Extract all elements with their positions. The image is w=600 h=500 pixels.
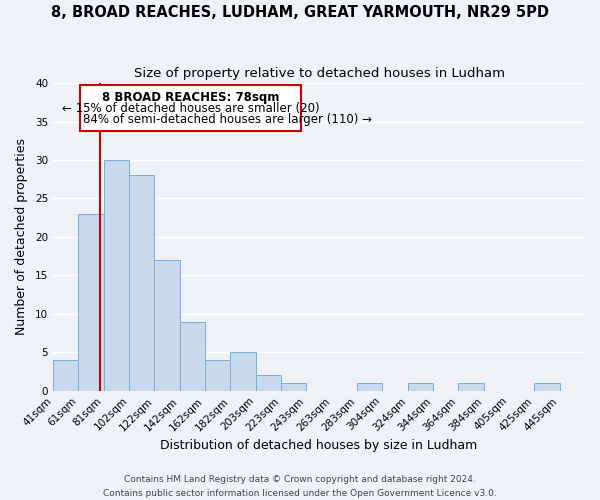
Bar: [180, 322, 205, 391]
Title: Size of property relative to detached houses in Ludham: Size of property relative to detached ho…: [134, 68, 505, 80]
Bar: [104, 160, 129, 391]
Bar: [129, 176, 154, 391]
Bar: [154, 260, 180, 391]
Bar: [458, 383, 484, 391]
Bar: [407, 383, 433, 391]
Bar: [256, 376, 281, 391]
Text: 84% of semi-detached houses are larger (110) →: 84% of semi-detached houses are larger (…: [83, 113, 373, 126]
X-axis label: Distribution of detached houses by size in Ludham: Distribution of detached houses by size …: [160, 440, 478, 452]
FancyBboxPatch shape: [80, 84, 301, 131]
Text: 8 BROAD REACHES: 78sqm: 8 BROAD REACHES: 78sqm: [102, 91, 279, 104]
Bar: [205, 360, 230, 391]
Text: Contains HM Land Registry data © Crown copyright and database right 2024.
Contai: Contains HM Land Registry data © Crown c…: [103, 476, 497, 498]
Y-axis label: Number of detached properties: Number of detached properties: [15, 138, 28, 336]
Bar: [230, 352, 256, 391]
Bar: [281, 383, 307, 391]
Text: ← 15% of detached houses are smaller (20): ← 15% of detached houses are smaller (20…: [62, 102, 319, 116]
Text: 8, BROAD REACHES, LUDHAM, GREAT YARMOUTH, NR29 5PD: 8, BROAD REACHES, LUDHAM, GREAT YARMOUTH…: [51, 5, 549, 20]
Bar: [357, 383, 382, 391]
Bar: [53, 360, 79, 391]
Bar: [535, 383, 560, 391]
Bar: [79, 214, 104, 391]
